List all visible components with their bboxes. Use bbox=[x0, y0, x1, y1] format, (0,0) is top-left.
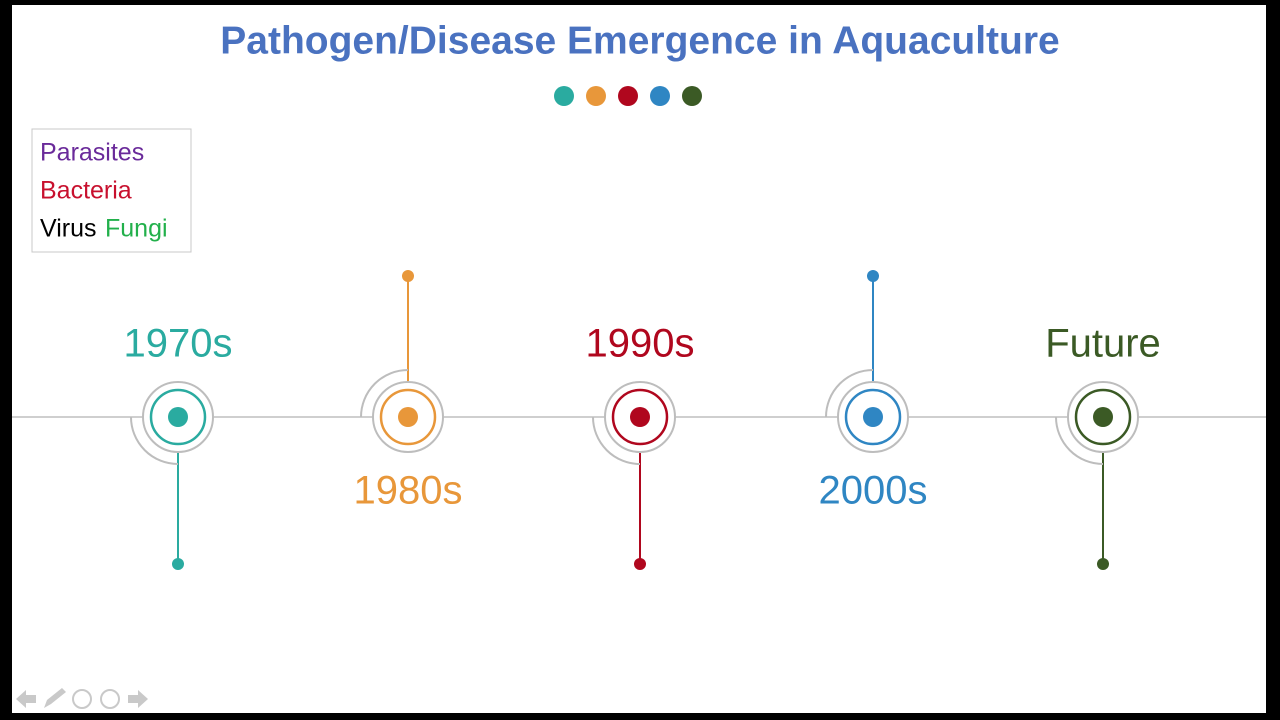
more-button[interactable] bbox=[100, 689, 120, 709]
node-dot bbox=[863, 407, 883, 427]
stem-dot bbox=[1097, 558, 1109, 570]
node-label: 1980s bbox=[354, 469, 463, 513]
legend-item: Fungi bbox=[105, 215, 168, 243]
slide-background bbox=[12, 5, 1266, 713]
node-label: Future bbox=[1045, 322, 1161, 366]
dot bbox=[618, 86, 638, 106]
dot bbox=[586, 86, 606, 106]
dot bbox=[650, 86, 670, 106]
node-dot bbox=[168, 407, 188, 427]
node-label: 2000s bbox=[819, 469, 928, 513]
node-label: 1990s bbox=[586, 322, 695, 366]
stem-dot bbox=[172, 558, 184, 570]
legend-box bbox=[31, 128, 192, 253]
outer-arc bbox=[360, 369, 409, 418]
prev-button[interactable] bbox=[16, 690, 36, 708]
node-label: 1970s bbox=[124, 322, 233, 366]
stem-dot bbox=[867, 270, 879, 282]
legend-item: Virus bbox=[40, 215, 97, 243]
stem-dot bbox=[402, 270, 414, 282]
outer-arc bbox=[825, 369, 874, 418]
stem-dot bbox=[634, 558, 646, 570]
slide-title: Pathogen/Disease Emergence in Aquacultur… bbox=[220, 19, 1059, 62]
pen-button[interactable] bbox=[44, 688, 66, 708]
node-dot bbox=[398, 407, 418, 427]
legend-item: Parasites bbox=[40, 139, 144, 167]
slides-button[interactable] bbox=[72, 689, 92, 709]
node-dot bbox=[630, 407, 650, 427]
node-dot bbox=[1093, 407, 1113, 427]
timeline-nodes: 1970s 1980s 1990s 2000s Future bbox=[124, 270, 1161, 570]
outer-arc bbox=[1055, 416, 1104, 465]
next-button[interactable] bbox=[128, 690, 148, 708]
dot bbox=[682, 86, 702, 106]
outer-arc bbox=[592, 416, 641, 465]
legend-item: Bacteria bbox=[40, 177, 132, 205]
color-dots bbox=[554, 86, 702, 106]
dot bbox=[554, 86, 574, 106]
legend: Parasites Bacteria Virus Fungi bbox=[31, 128, 192, 253]
slide-controls bbox=[16, 688, 148, 709]
outer-arc bbox=[130, 416, 179, 465]
